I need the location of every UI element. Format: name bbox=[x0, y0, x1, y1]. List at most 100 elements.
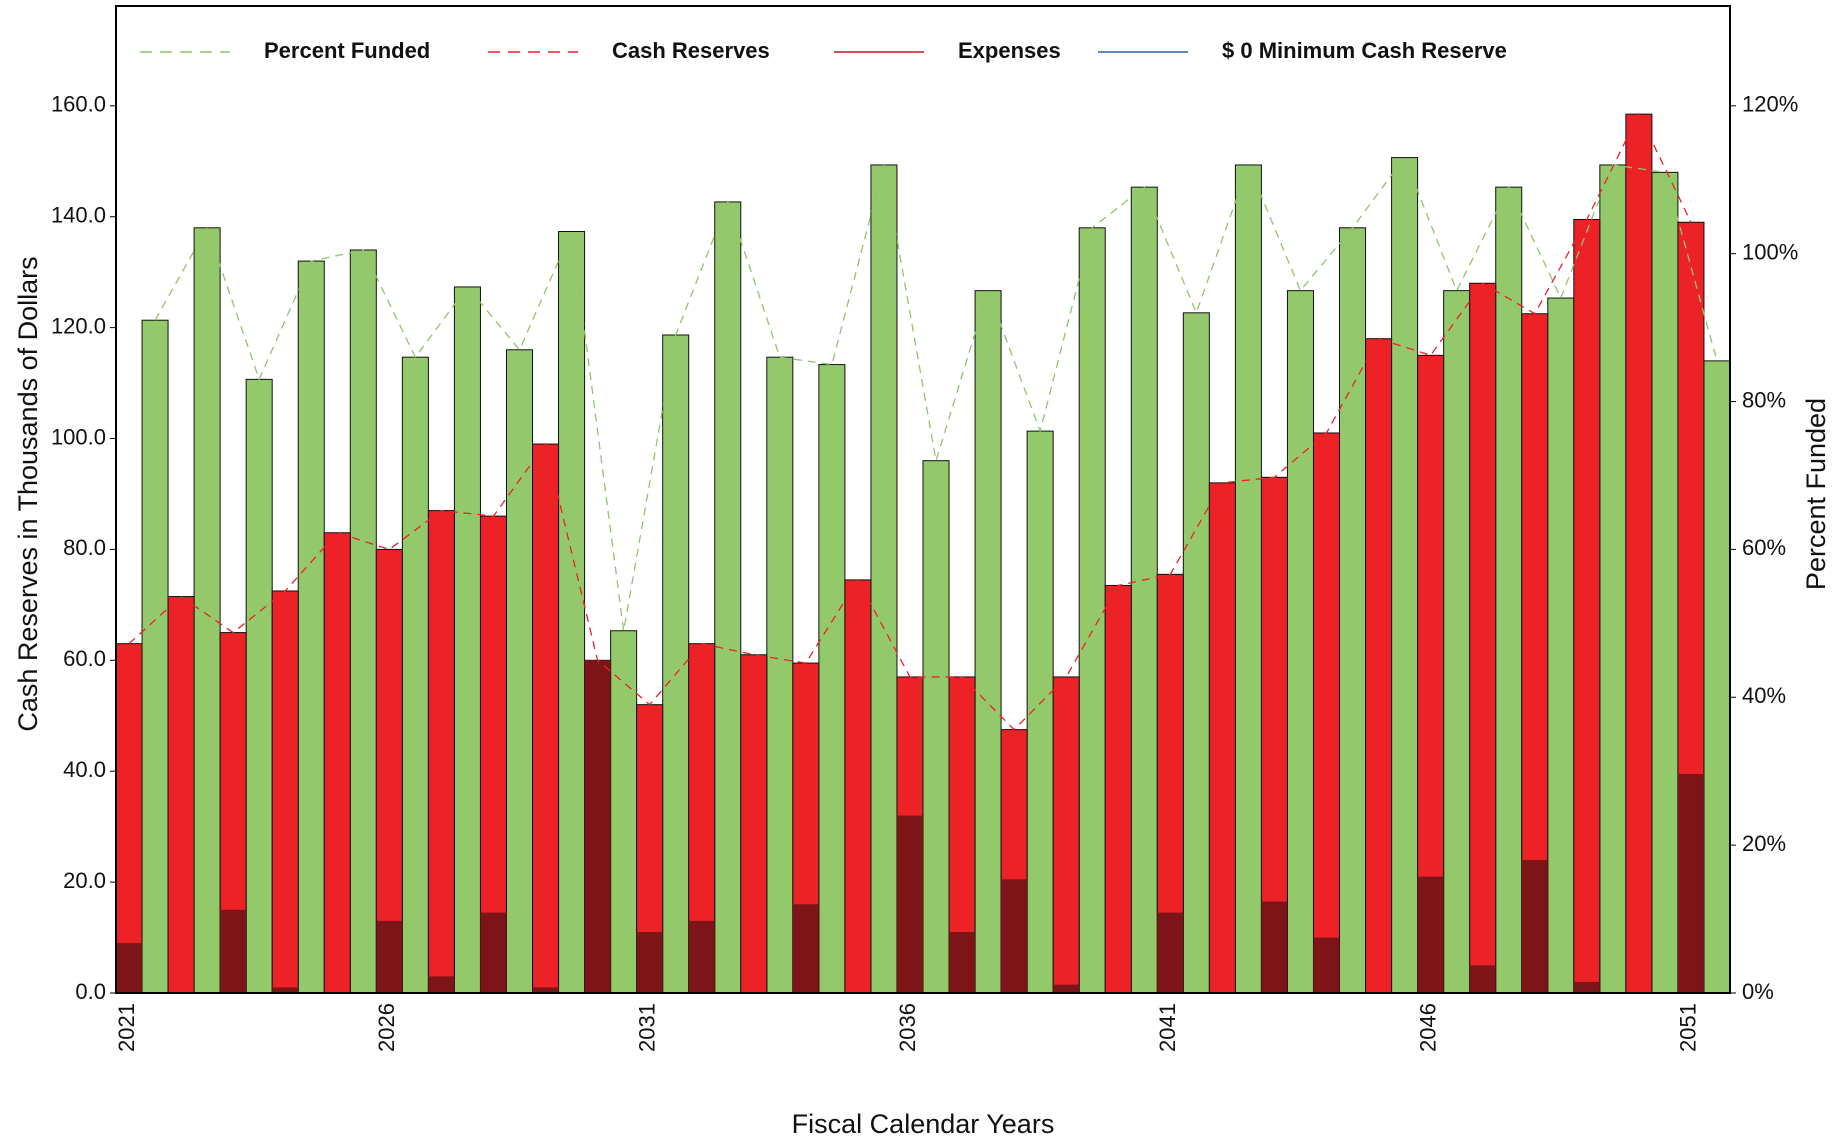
bar bbox=[532, 443, 560, 994]
x-tick-label: 2031 bbox=[634, 1003, 659, 1052]
bar bbox=[610, 630, 638, 994]
y-tick-label: 20.0 bbox=[63, 868, 106, 893]
bar bbox=[1001, 879, 1028, 993]
bar bbox=[896, 815, 923, 993]
bar bbox=[1469, 282, 1497, 994]
bar bbox=[688, 920, 715, 993]
y-tick-label: 80.0 bbox=[63, 535, 106, 560]
bar bbox=[1469, 965, 1496, 993]
x-tick-label: 2036 bbox=[895, 1003, 920, 1052]
bar bbox=[974, 290, 1002, 994]
bar bbox=[272, 987, 299, 993]
bar bbox=[584, 660, 611, 993]
bar bbox=[1104, 584, 1132, 994]
bar bbox=[376, 920, 403, 993]
bar bbox=[1157, 912, 1184, 993]
bar bbox=[636, 932, 663, 993]
bar bbox=[1573, 981, 1600, 993]
bar bbox=[1286, 290, 1314, 994]
bar bbox=[401, 356, 429, 994]
legend-label: $ 0 Minimum Cash Reserve bbox=[1222, 38, 1507, 63]
bar bbox=[818, 364, 846, 994]
bar bbox=[1703, 360, 1731, 994]
bar bbox=[1078, 227, 1106, 994]
x-tick-label: 2051 bbox=[1676, 1003, 1701, 1052]
bar bbox=[1625, 113, 1653, 994]
y-tick-label: 160.0 bbox=[51, 92, 106, 117]
y-tick-label: 100.0 bbox=[51, 424, 106, 449]
bar bbox=[349, 249, 377, 994]
bar bbox=[193, 227, 221, 994]
legend-label: Expenses bbox=[958, 38, 1061, 63]
bar bbox=[532, 987, 559, 993]
x-tick-label: 2041 bbox=[1155, 1003, 1180, 1052]
bar bbox=[1573, 218, 1601, 994]
bar bbox=[323, 532, 351, 994]
bar bbox=[1417, 876, 1444, 993]
bar bbox=[740, 654, 768, 994]
bar bbox=[949, 932, 976, 993]
bar bbox=[870, 164, 898, 994]
bar bbox=[1130, 186, 1158, 994]
legend-label: Percent Funded bbox=[264, 38, 430, 63]
bar bbox=[1495, 186, 1523, 994]
y2-tick-label: 0% bbox=[1742, 979, 1774, 1004]
bar bbox=[766, 356, 794, 994]
y-tick-label: 140.0 bbox=[51, 203, 106, 228]
bar bbox=[116, 943, 143, 993]
y-tick-label: 60.0 bbox=[63, 646, 106, 671]
bar bbox=[1391, 157, 1419, 994]
plot-frame bbox=[115, 5, 1731, 994]
legend-label: Cash Reserves bbox=[612, 38, 770, 63]
y2-tick-label: 40% bbox=[1742, 683, 1786, 708]
x-tick-label: 2021 bbox=[114, 1003, 139, 1052]
y-tick-label: 40.0 bbox=[63, 757, 106, 782]
bar bbox=[1599, 164, 1627, 994]
bar bbox=[453, 286, 481, 994]
bar bbox=[480, 912, 507, 993]
bar bbox=[220, 909, 247, 993]
bar bbox=[714, 201, 742, 994]
bar bbox=[1677, 773, 1704, 993]
bar bbox=[115, 643, 143, 994]
bar bbox=[1234, 164, 1262, 994]
bar bbox=[141, 319, 169, 994]
bar bbox=[1521, 859, 1548, 993]
y-tick-label: 0.0 bbox=[75, 979, 106, 1004]
bar bbox=[792, 904, 819, 993]
bar bbox=[1365, 338, 1393, 994]
bar bbox=[844, 579, 872, 994]
y2-axis-title: Percent Funded bbox=[1801, 398, 1831, 590]
bar bbox=[1053, 984, 1080, 993]
bar bbox=[375, 548, 403, 994]
x-tick-label: 2046 bbox=[1415, 1003, 1440, 1052]
bar bbox=[1313, 937, 1340, 993]
series-line bbox=[128, 112, 1692, 731]
y-axis-title: Cash Reserves in Thousands of Dollars bbox=[13, 256, 43, 731]
bar bbox=[1261, 901, 1288, 993]
y2-tick-label: 20% bbox=[1742, 831, 1786, 856]
bar bbox=[427, 510, 455, 994]
bar bbox=[1443, 290, 1471, 994]
bar bbox=[1208, 482, 1236, 994]
bar bbox=[558, 230, 586, 994]
y2-tick-label: 60% bbox=[1742, 535, 1786, 560]
y2-tick-label: 100% bbox=[1742, 239, 1798, 264]
y2-tick-label: 80% bbox=[1742, 387, 1786, 412]
series-line bbox=[154, 156, 1718, 631]
bar bbox=[1312, 432, 1341, 994]
bar bbox=[271, 590, 299, 994]
bar bbox=[1052, 676, 1080, 994]
y-tick-label: 120.0 bbox=[51, 313, 106, 338]
bar bbox=[1182, 312, 1210, 994]
bar bbox=[1651, 171, 1679, 994]
bar bbox=[245, 378, 273, 994]
bar bbox=[1339, 227, 1367, 994]
bar bbox=[922, 460, 950, 994]
bar bbox=[428, 976, 455, 993]
bar bbox=[1547, 297, 1575, 994]
bar bbox=[505, 349, 534, 994]
x-tick-label: 2026 bbox=[374, 1003, 399, 1052]
bar bbox=[167, 596, 195, 994]
